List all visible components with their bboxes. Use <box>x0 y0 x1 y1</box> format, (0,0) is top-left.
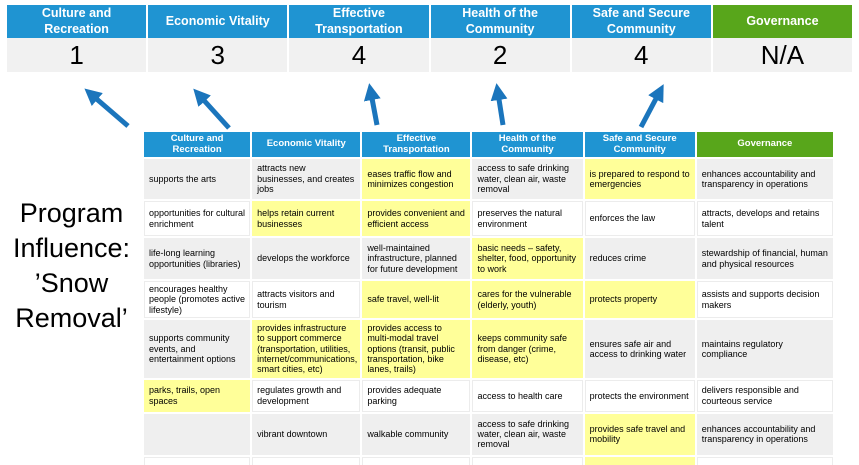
summary-score-1: 3 <box>148 38 290 72</box>
matrix-cell-highlighted: cares for the vulnerable (elderly, youth… <box>472 281 583 319</box>
matrix-cell-highlighted: parks, trails, open spaces <box>144 379 251 412</box>
table-row: supports the arts attracts new businesses… <box>144 159 833 199</box>
matrix-cell-highlighted: provides access to multi-modal travel op… <box>362 320 471 378</box>
matrix-cell: vibrant downtown <box>252 413 361 455</box>
summary-score-3: 2 <box>430 38 572 72</box>
matrix-header-5: Governance <box>696 132 833 157</box>
matrix-cell-highlighted: provides convenient and efficient access <box>362 201 471 236</box>
table-row: parks, trails, open spaces regulates grow… <box>144 379 833 412</box>
influence-matrix-table: Culture and Recreation Economic Vitality E… <box>142 130 835 465</box>
table-row: opportunities for cultural enrichment hel… <box>144 201 833 236</box>
matrix-cell: supports community events, and entertain… <box>144 320 251 378</box>
matrix-header-row: Culture and Recreation Economic Vitality E… <box>144 132 833 157</box>
summary-score-2: 4 <box>289 38 431 72</box>
summary-score-5: N/A <box>712 38 853 72</box>
summary-category-4: Safe and Secure Community <box>571 5 713 38</box>
summary-category-1: Economic Vitality <box>148 5 290 38</box>
table-row: looks after it's most vulnerable <box>144 456 833 465</box>
matrix-cell: maintains regulatory compliance <box>696 320 833 378</box>
matrix-cell: delivers responsible and courteous servi… <box>696 379 833 412</box>
matrix-body: supports the arts attracts new businesses… <box>144 159 833 465</box>
arrows-layer <box>84 83 664 130</box>
matrix-cell-highlighted: provides safe travel and mobility <box>584 413 695 455</box>
matrix-cell <box>144 456 251 465</box>
matrix-cell: preserves the natural environment <box>472 201 583 236</box>
matrix-cell: protects the environment <box>584 379 695 412</box>
matrix-header-0: Culture and Recreation <box>144 132 251 157</box>
matrix-header-1: Economic Vitality <box>252 132 361 157</box>
matrix-cell-highlighted: looks after it's most vulnerable <box>584 456 695 465</box>
matrix-cell <box>362 456 471 465</box>
matrix-cell: develops the workforce <box>252 238 361 279</box>
arrow-up-icon <box>363 83 381 126</box>
table-row: vibrant downtown walkable community access… <box>144 413 833 455</box>
arrow-up-icon <box>638 84 664 129</box>
matrix-cell: supports the arts <box>144 159 251 199</box>
matrix-header-4: Safe and Secure Community <box>584 132 695 157</box>
summary-category-0: Culture and Recreation <box>7 5 149 38</box>
summary-score-0: 1 <box>7 38 149 72</box>
matrix-cell: ensures safe air and access to drinking … <box>584 320 695 378</box>
matrix-cell: attracts new businesses, and creates job… <box>252 159 361 199</box>
summary-score-table: Culture and Recreation Economic Vitality E… <box>7 5 853 72</box>
summary-category-5: Governance <box>712 5 853 38</box>
matrix-cell-highlighted: safe travel, well-lit <box>362 281 471 319</box>
program-influence-title: Program Influence: ’Snow Removal’ <box>12 198 131 333</box>
matrix-cell <box>472 456 583 465</box>
matrix-header-2: Effective Transportation <box>362 132 471 157</box>
matrix-cell: access to safe drinking water, clean air… <box>472 159 583 199</box>
matrix-cell <box>696 456 833 465</box>
matrix-cell: access to safe drinking water, clean air… <box>472 413 583 455</box>
summary-header-row: Culture and Recreation Economic Vitality E… <box>7 5 853 38</box>
summary-category-3: Health of the Community <box>430 5 572 38</box>
matrix-cell: stewardship of financial, human and phys… <box>696 238 833 279</box>
matrix-cell-highlighted: eases traffic flow and minimizes congest… <box>362 159 471 199</box>
matrix-cell <box>144 413 251 455</box>
matrix-cell <box>252 456 361 465</box>
matrix-cell-highlighted: helps retain current businesses <box>252 201 361 236</box>
matrix-cell-highlighted: keeps community safe from danger (crime,… <box>472 320 583 378</box>
table-row: encourages healthy people (promotes acti… <box>144 281 833 319</box>
arrow-up-icon <box>193 88 231 130</box>
matrix-cell: assists and supports decision makers <box>696 281 833 319</box>
summary-category-2: Effective Transportation <box>289 5 431 38</box>
matrix-cell: enhances accountability and transparency… <box>696 413 833 455</box>
matrix-cell: regulates growth and development <box>252 379 361 412</box>
matrix-cell: well-maintained infrastructure, planned … <box>362 238 471 279</box>
summary-score-row: 1 3 4 2 4 N/A <box>7 38 853 72</box>
matrix-header-3: Health of the Community <box>472 132 583 157</box>
matrix-cell: provides adequate parking <box>362 379 471 412</box>
matrix-cell: enhances accountability and transparency… <box>696 159 833 199</box>
arrow-up-icon <box>490 83 508 126</box>
matrix-cell-highlighted: is prepared to respond to emergencies <box>584 159 695 199</box>
matrix-cell-highlighted: protects property <box>584 281 695 319</box>
table-row: supports community events, and entertain… <box>144 320 833 378</box>
matrix-cell-highlighted: basic needs – safety, shelter, food, opp… <box>472 238 583 279</box>
arrow-up-icon <box>84 88 130 128</box>
matrix-cell: reduces crime <box>584 238 695 279</box>
matrix-cell: encourages healthy people (promotes acti… <box>144 281 251 319</box>
table-row: life-long learning opportunities (librar… <box>144 238 833 279</box>
summary-score-4: 4 <box>571 38 713 72</box>
matrix-cell: enforces the law <box>584 201 695 236</box>
matrix-cell: walkable community <box>362 413 471 455</box>
matrix-cell: attracts, develops and retains talent <box>696 201 833 236</box>
matrix-cell: access to health care <box>472 379 583 412</box>
matrix-cell-highlighted: provides infrastructure to support comme… <box>252 320 361 378</box>
matrix-cell: opportunities for cultural enrichment <box>144 201 251 236</box>
matrix-cell: life-long learning opportunities (librar… <box>144 238 251 279</box>
matrix-cell: attracts visitors and tourism <box>252 281 361 319</box>
